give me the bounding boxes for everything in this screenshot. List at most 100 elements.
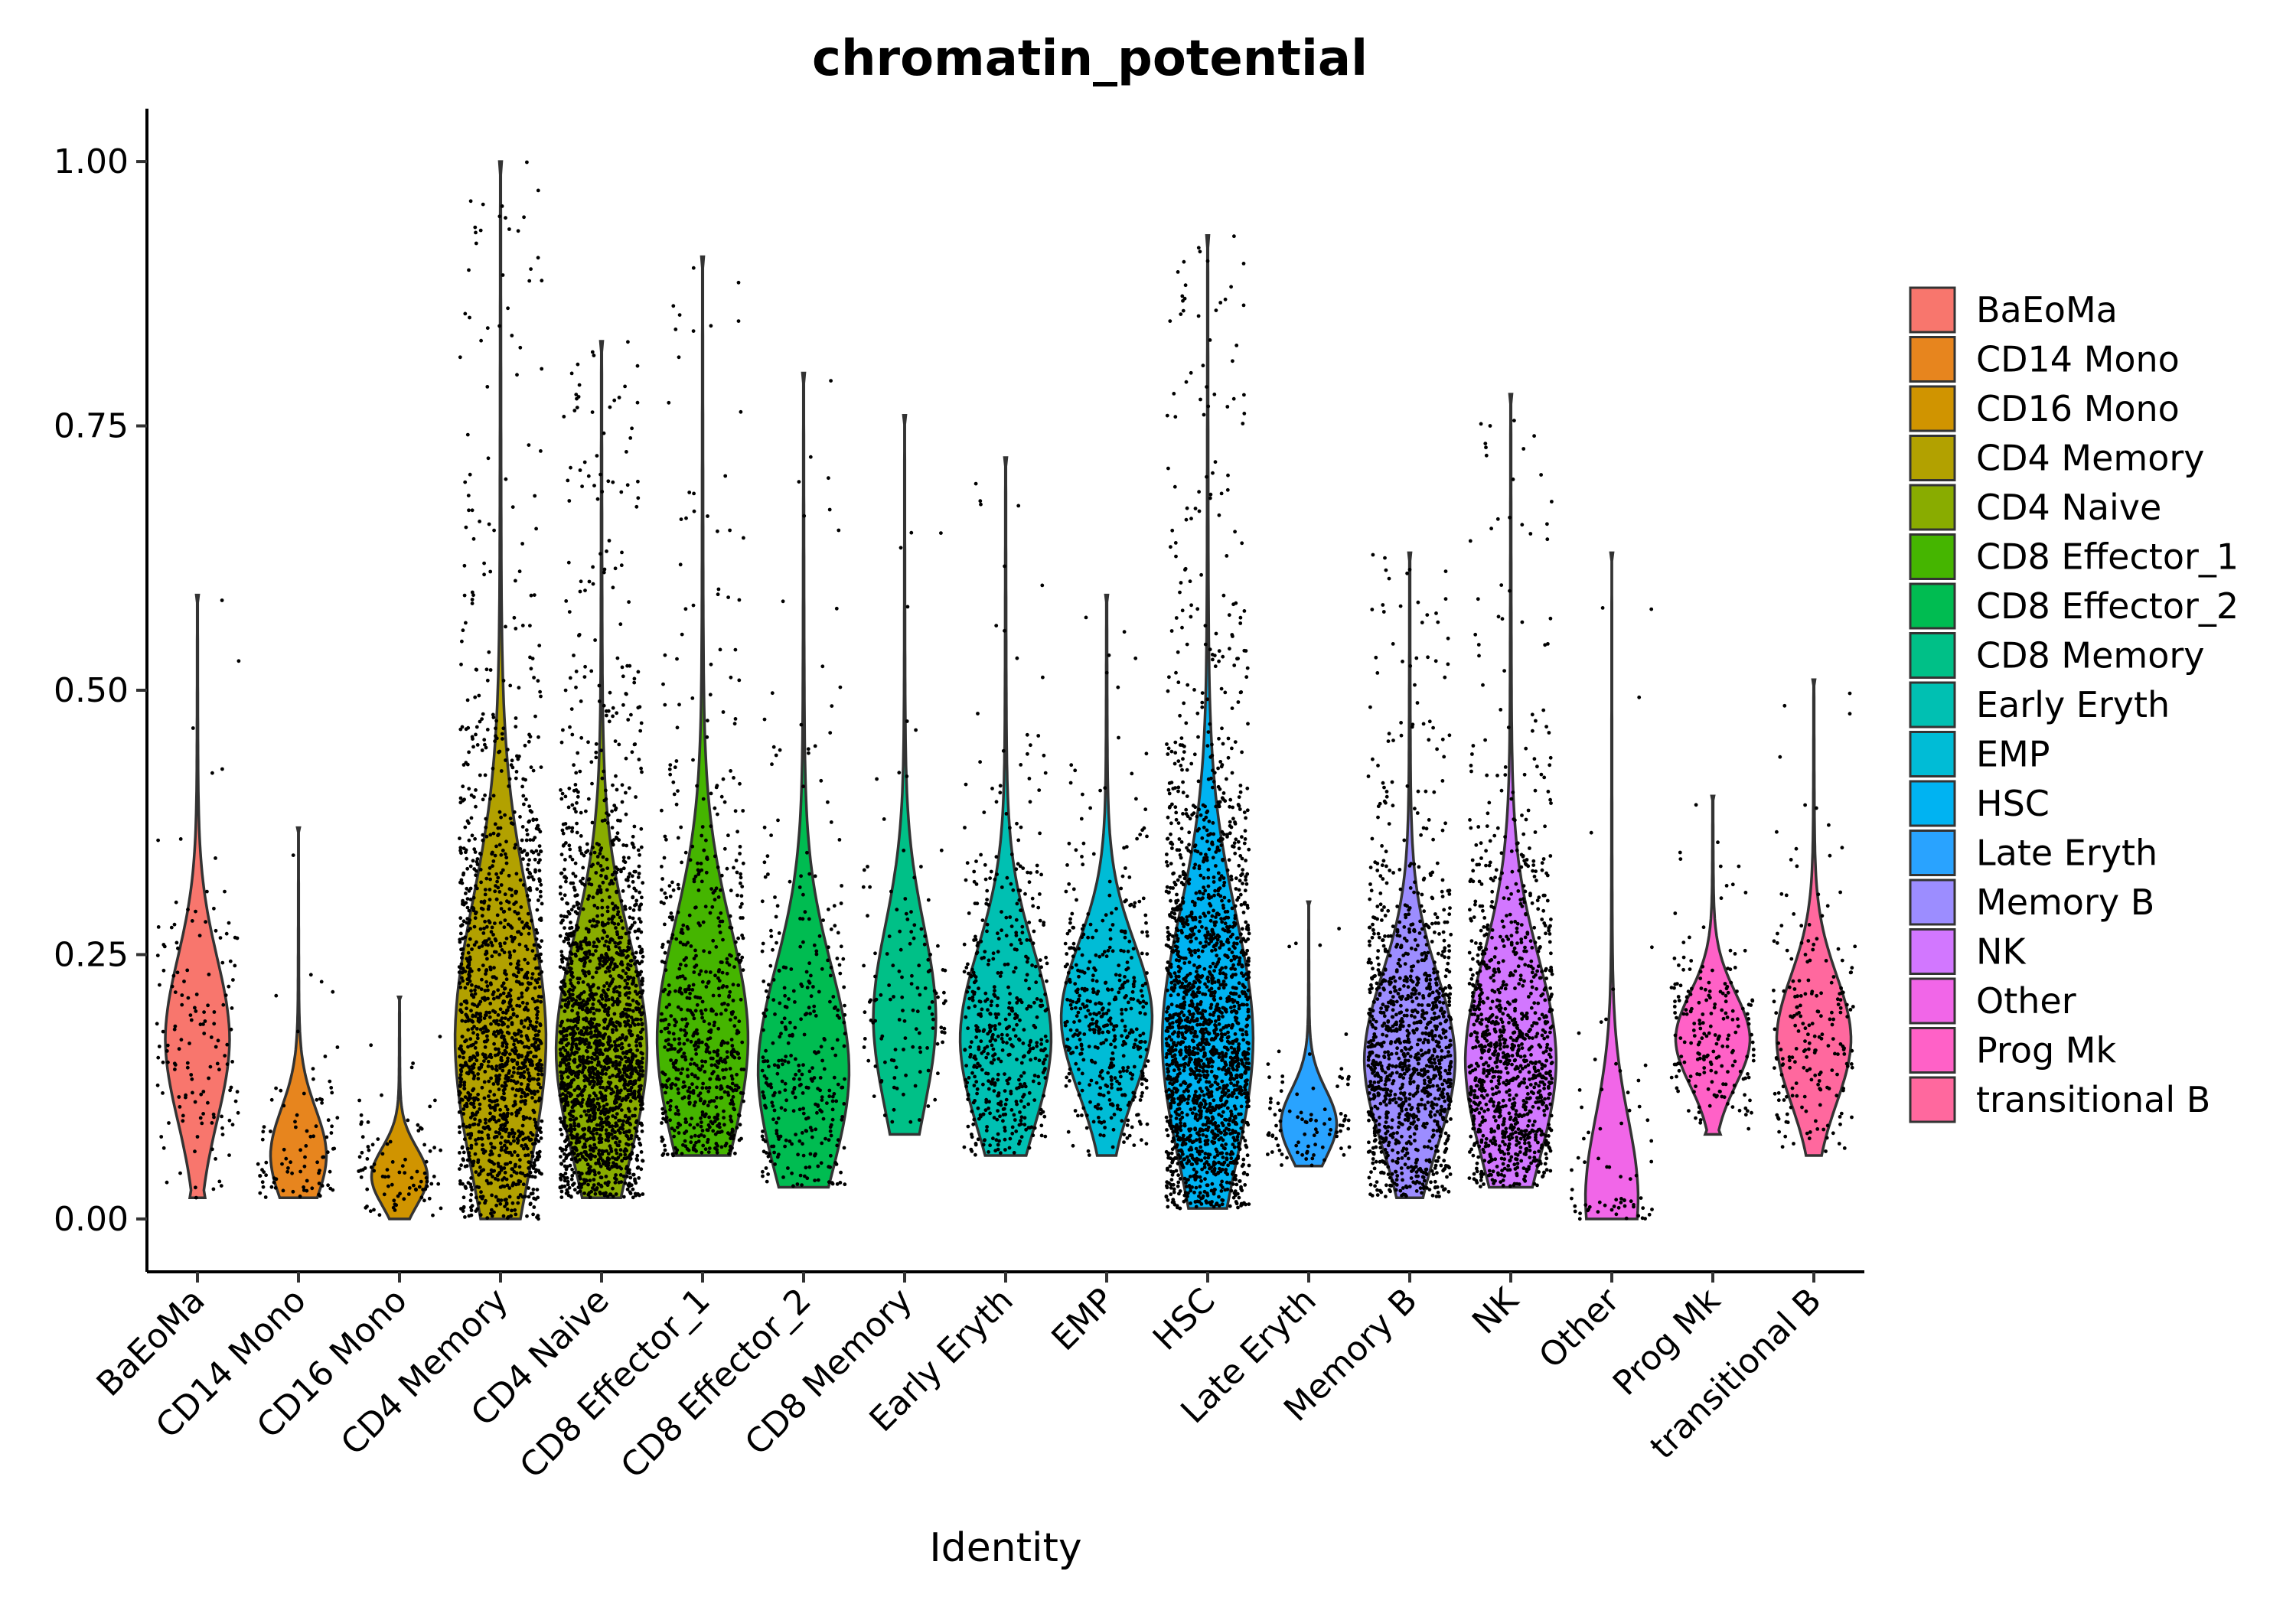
jitter-point xyxy=(834,1099,839,1103)
jitter-point xyxy=(614,1140,618,1145)
jitter-point xyxy=(569,707,574,711)
jitter-point xyxy=(626,340,630,344)
jitter-point xyxy=(587,1169,591,1174)
jitter-point xyxy=(601,1052,605,1057)
jitter-point xyxy=(569,1124,573,1129)
jitter-point xyxy=(661,682,665,686)
jitter-point xyxy=(842,1146,846,1150)
jitter-point xyxy=(820,664,825,669)
jitter-point xyxy=(480,1130,484,1134)
jitter-point xyxy=(740,885,745,888)
jitter-point xyxy=(741,936,745,940)
jitter-point xyxy=(627,986,631,990)
jitter-point xyxy=(686,1074,690,1078)
jitter-point xyxy=(800,1183,804,1187)
jitter-point xyxy=(473,850,478,854)
jitter-point xyxy=(482,899,487,904)
jitter-point xyxy=(674,1068,679,1072)
jitter-point xyxy=(576,1072,581,1077)
jitter-point xyxy=(497,324,501,328)
jitter-point xyxy=(598,852,602,856)
jitter-point xyxy=(691,266,696,270)
jitter-point xyxy=(620,976,624,980)
jitter-point xyxy=(616,910,621,914)
jitter-point xyxy=(474,1113,478,1117)
jitter-point xyxy=(559,788,563,792)
jitter-point xyxy=(715,1150,719,1155)
jitter-point xyxy=(631,952,634,956)
jitter-point xyxy=(816,1164,820,1169)
jitter-point xyxy=(500,204,504,208)
jitter-point xyxy=(696,872,701,876)
jitter-point xyxy=(621,1067,626,1071)
jitter-point xyxy=(215,1061,220,1066)
jitter-point xyxy=(532,1161,536,1165)
jitter-point xyxy=(708,1077,713,1081)
jitter-point xyxy=(618,993,621,998)
jitter-point xyxy=(476,1123,481,1127)
jitter-point xyxy=(667,1022,671,1027)
jitter-point xyxy=(501,273,505,277)
jitter-point xyxy=(699,862,703,865)
jitter-point xyxy=(496,1052,500,1057)
jitter-point xyxy=(486,456,491,461)
jitter-point xyxy=(826,800,830,804)
jitter-point xyxy=(704,870,709,875)
jitter-point xyxy=(518,1039,523,1044)
jitter-point xyxy=(827,476,830,481)
jitter-point xyxy=(566,1136,570,1140)
jitter-point xyxy=(729,1018,732,1022)
jitter-point xyxy=(530,1077,534,1081)
jitter-point xyxy=(329,1131,334,1135)
jitter-point xyxy=(528,1019,533,1024)
jitter-point xyxy=(764,1048,768,1053)
jitter-point xyxy=(511,1135,516,1139)
jitter-point xyxy=(505,1120,509,1125)
jitter-point xyxy=(480,914,484,918)
jitter-point xyxy=(637,1176,641,1180)
jitter-point xyxy=(674,1105,679,1110)
jitter-point xyxy=(677,1131,681,1135)
jitter-point xyxy=(789,967,794,971)
jitter-point xyxy=(683,1055,687,1059)
jitter-point xyxy=(507,1186,512,1190)
jitter-point xyxy=(768,1159,773,1163)
jitter-point xyxy=(641,954,645,959)
jitter-point xyxy=(724,1008,728,1012)
jitter-point xyxy=(602,798,607,803)
jitter-point xyxy=(771,1144,776,1149)
jitter-point xyxy=(507,1052,512,1056)
jitter-point xyxy=(579,579,583,584)
jitter-point xyxy=(569,908,574,912)
jitter-point xyxy=(581,1097,585,1102)
jitter-point xyxy=(487,872,491,876)
jitter-point xyxy=(325,1135,329,1139)
jitter-point xyxy=(632,921,637,924)
jitter-point xyxy=(522,215,526,220)
jitter-point xyxy=(835,957,840,960)
jitter-point xyxy=(569,1032,572,1036)
jitter-point xyxy=(487,1079,491,1084)
jitter-point xyxy=(475,1051,479,1055)
jitter-point xyxy=(789,1054,793,1058)
jitter-point xyxy=(510,822,515,826)
jitter-point xyxy=(484,924,489,929)
jitter-point xyxy=(561,1097,566,1101)
jitter-point xyxy=(172,922,177,927)
jitter-point xyxy=(917,963,921,968)
jitter-point xyxy=(688,1062,693,1066)
jitter-point xyxy=(634,1006,638,1010)
jitter-point xyxy=(636,479,640,484)
jitter-point xyxy=(707,1100,712,1104)
jitter-point xyxy=(592,1017,596,1022)
jitter-point xyxy=(314,1124,318,1129)
jitter-point xyxy=(210,771,214,775)
jitter-point xyxy=(504,1162,507,1166)
jitter-point xyxy=(917,1118,921,1122)
jitter-point xyxy=(497,890,502,894)
jitter-point xyxy=(563,688,568,693)
jitter-point xyxy=(639,1017,643,1022)
jitter-point xyxy=(523,1153,527,1158)
jitter-point xyxy=(678,974,683,979)
jitter-point xyxy=(571,1004,575,1008)
